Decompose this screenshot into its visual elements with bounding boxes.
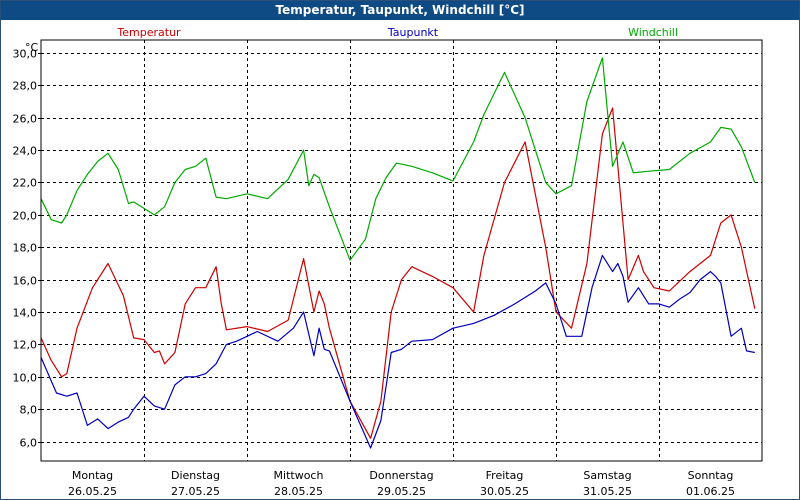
y-tick-label: 20,0 [13,210,38,223]
x-tick-date: 26.05.25 [68,485,117,498]
x-tick-date: 27.05.25 [171,485,220,498]
grid [41,40,762,461]
y-tick-label: 28,0 [13,80,38,93]
y-tick-label: 18,0 [13,242,38,255]
x-tick-weekday: Mittwoch [274,469,324,482]
y-tick-label: 22,0 [13,177,38,190]
y-tick-label: 26,0 [13,113,38,126]
x-tick-weekday: Dienstag [171,469,220,482]
series-line-windchill [40,57,756,261]
y-tick-label: 12,0 [13,339,38,352]
x-tick-weekday: Samstag [583,469,631,482]
y-tick-label: 10,0 [13,372,38,385]
legend-entry-windchill: Windchill [628,26,678,39]
window-title: Temperatur, Taupunkt, Windchill [°C] [1,1,799,20]
y-tick-label: 6,0 [20,437,38,450]
x-tick-date: 01.06.25 [686,485,735,498]
legend-entry-temperatur: Temperatur [116,26,181,39]
x-tick-weekday: Sonntag [688,469,734,482]
x-tick-date: 29.05.25 [377,485,426,498]
series-line-taupunkt [40,254,755,449]
y-tick-label: 24,0 [13,145,38,158]
plot-area [40,39,763,462]
x-tick-weekday: Donnerstag [369,469,433,482]
series-line-temperatur [40,107,756,439]
y-tick-label: 8,0 [20,404,38,417]
x-tick-weekday: Freitag [486,469,524,482]
y-tick-label: 16,0 [13,275,38,288]
x-tick-weekday: Montag [72,469,113,482]
y-axis-ticks: 6,0 8,0 10,0 12,0 14,0 16,0 18,0 20,0 22,0 24,0 26… [13,48,41,450]
x-axis-ticks: Montag 26.05.25 Dienstag 27.05.25 Mittwoch 28… [68,469,735,498]
x-tick-date: 30.05.25 [480,485,529,498]
legend: Temperatur Taupunkt Windchill [116,26,678,39]
x-tick-date: 28.05.25 [274,485,323,498]
y-tick-label: 14,0 [13,307,38,320]
legend-entry-taupunkt: Taupunkt [387,26,439,39]
x-tick-date: 31.05.25 [583,485,632,498]
y-axis-unit: °C [25,41,39,54]
y-tick-label: 30,0 [13,48,38,61]
series-lines [40,57,756,449]
